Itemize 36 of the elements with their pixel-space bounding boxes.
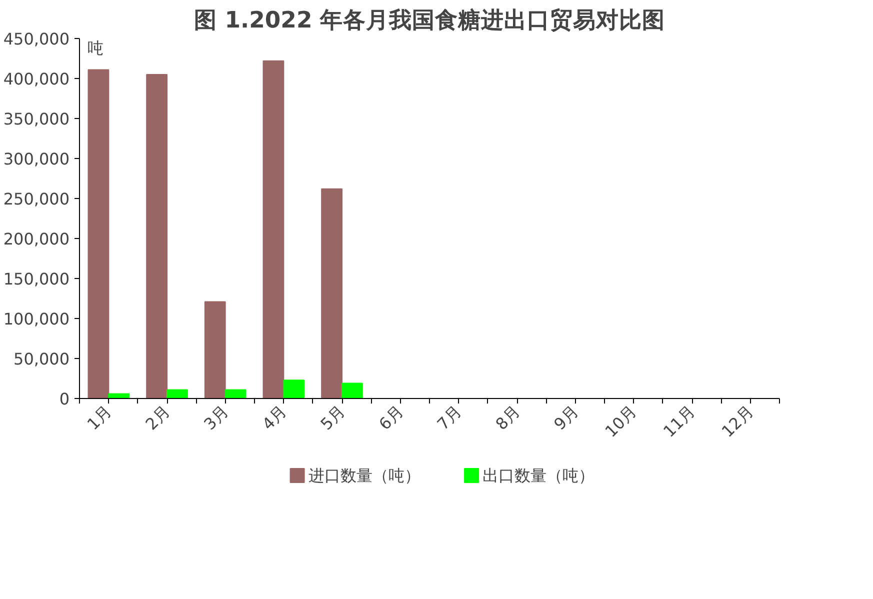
y-tick-label: 450,000	[3, 30, 70, 48]
bar	[204, 301, 226, 398]
x-tick-label: 9月	[550, 402, 582, 434]
bar	[166, 389, 188, 398]
bar	[224, 389, 246, 398]
x-tick-label: 1月	[83, 402, 116, 434]
bar	[321, 188, 342, 398]
x-tick-label: 8月	[492, 402, 524, 434]
bar	[262, 60, 284, 398]
y-tick-label: 150,000	[3, 270, 70, 288]
x-tick-label: 3月	[200, 402, 232, 434]
y-tick-label: 0	[59, 390, 70, 408]
y-tick-label: 250,000	[3, 190, 70, 208]
x-tick-label: 12月	[718, 402, 758, 441]
x-tick-label: 5月	[316, 402, 349, 434]
x-tick-label: 4月	[258, 402, 290, 434]
bar	[88, 69, 110, 398]
bar	[283, 380, 305, 398]
y-tick-label: 350,000	[3, 110, 70, 128]
x-tick-label: 6月	[375, 402, 408, 434]
y-tick-label: 50,000	[14, 350, 70, 368]
y-tick-label: 400,000	[3, 70, 70, 88]
x-tick-label: 10月	[601, 402, 640, 441]
y-tick-label: 300,000	[3, 150, 70, 168]
x-tick-label: 7月	[433, 402, 466, 434]
y-tick-label: 100,000	[3, 310, 70, 328]
bar	[146, 74, 168, 398]
bar	[108, 393, 130, 398]
chart-title: 图 1.2022 年各月我国食糖进出口贸易对比图	[194, 8, 666, 34]
x-tick-label: 11月	[660, 402, 699, 441]
legend-label: 进口数量（吨）	[308, 466, 420, 485]
legend-label: 出口数量（吨）	[482, 466, 595, 485]
bar	[342, 382, 363, 398]
x-tick-label: 2月	[142, 402, 174, 434]
y-tick-label: 200,000	[3, 230, 70, 248]
y-axis-title: 吨	[88, 38, 104, 58]
